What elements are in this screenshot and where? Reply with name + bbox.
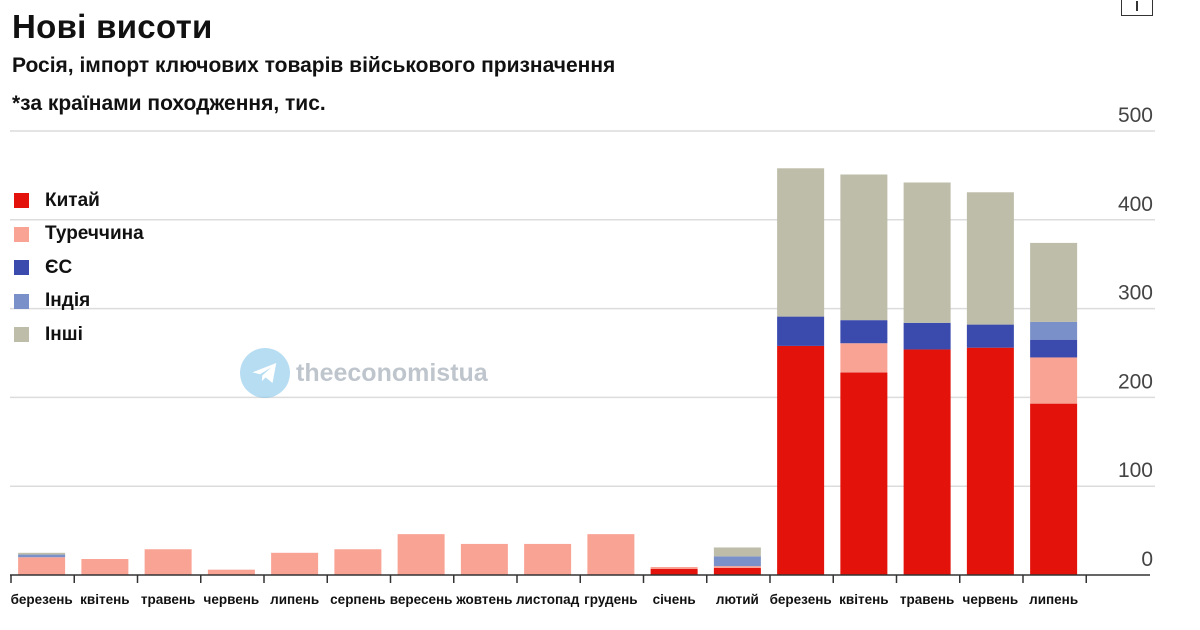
legend-swatch — [14, 260, 29, 276]
legend-item: Індія — [14, 285, 144, 319]
chart-note: *за країнами походження, тис. — [12, 92, 326, 115]
y-tick-label: 0 — [1141, 548, 1153, 571]
bar-segment — [524, 543, 572, 575]
bar-segment — [1030, 357, 1078, 404]
x-tick-label: вересень — [390, 592, 453, 607]
bar-segment — [713, 547, 761, 557]
bar-segment — [1030, 403, 1078, 575]
x-tick-label: травень — [900, 592, 954, 607]
bar-segment — [713, 567, 761, 575]
bar-segment — [840, 372, 888, 575]
bar-segment — [18, 557, 66, 575]
export-icon[interactable] — [1121, 0, 1153, 16]
y-tick-label: 200 — [1118, 370, 1153, 393]
x-tick-label: липень — [1029, 592, 1078, 607]
x-tick-label: травень — [141, 592, 195, 607]
bar-segment — [966, 347, 1014, 575]
x-tick-label: грудень — [584, 592, 637, 607]
legend-swatch — [14, 193, 29, 209]
bar-segment — [840, 343, 888, 373]
bar-segment — [840, 320, 888, 344]
x-tick-label: червень — [204, 592, 260, 607]
watermark-text: theeconomistua — [296, 358, 488, 387]
bar-segment — [1030, 321, 1078, 340]
y-tick-label: 300 — [1118, 282, 1153, 305]
bar-segment — [777, 316, 825, 346]
x-tick-label: червень — [963, 592, 1019, 607]
watermark: theeconomistua — [240, 348, 488, 398]
chart-subtitle: Росія, імпорт ключових товарів військово… — [12, 54, 616, 77]
legend-label: Індія — [45, 290, 91, 312]
bar-segment — [144, 549, 192, 575]
x-tick-label: серпень — [330, 592, 385, 607]
x-tick-label: листопад — [516, 592, 580, 607]
x-tick-label: лютий — [716, 592, 759, 607]
bar-segment — [81, 559, 129, 575]
chart-title: Нові висоти — [12, 8, 213, 45]
bar-segment — [903, 322, 951, 350]
bar-segment — [1030, 339, 1078, 358]
x-tick-label: липень — [270, 592, 319, 607]
y-tick-label: 400 — [1118, 193, 1153, 216]
x-tick-label: березень — [11, 592, 73, 607]
legend-swatch — [14, 226, 29, 242]
x-tick-label: квітень — [839, 592, 888, 607]
x-tick-label: березень — [770, 592, 832, 607]
legend-item: Інші — [14, 318, 144, 352]
legend-item: Туреччина — [14, 218, 144, 252]
x-tick-label: квітень — [80, 592, 129, 607]
legend-label: Туреччина — [45, 223, 144, 245]
legend: Китай Туреччина ЄС Індія Інші — [14, 184, 144, 352]
bar-segment — [334, 549, 382, 575]
bar-segment — [587, 534, 635, 575]
bar-segment — [713, 566, 761, 568]
legend-label: Китай — [45, 189, 100, 211]
bar-segment — [840, 174, 888, 321]
bar-segment — [271, 552, 319, 575]
bar-segment — [966, 324, 1014, 348]
legend-item: Китай — [14, 184, 144, 218]
x-tick-label: січень — [653, 592, 696, 607]
x-tick-label: жовтень — [455, 592, 512, 607]
bar-segment — [903, 349, 951, 575]
legend-swatch — [14, 327, 29, 343]
bar-segment — [777, 345, 825, 575]
bar-segment — [903, 182, 951, 323]
bar-segment — [18, 554, 66, 558]
legend-label: Інші — [45, 323, 83, 345]
y-tick-label: 500 — [1118, 104, 1153, 127]
bar-segment — [777, 168, 825, 317]
bar-segment — [966, 192, 1014, 325]
legend-swatch — [14, 293, 29, 309]
bar-segment — [18, 552, 66, 555]
telegram-icon — [240, 348, 290, 398]
bar-segment — [207, 569, 255, 575]
bar-segment — [1030, 242, 1078, 322]
bar-segment — [397, 534, 445, 575]
bar-segment — [650, 568, 698, 575]
legend-item: ЄС — [14, 251, 144, 285]
legend-label: ЄС — [45, 256, 73, 278]
y-tick-label: 100 — [1118, 459, 1153, 482]
bar-segment — [650, 567, 698, 569]
bar-segment — [460, 543, 508, 575]
bar-segment — [713, 556, 761, 567]
